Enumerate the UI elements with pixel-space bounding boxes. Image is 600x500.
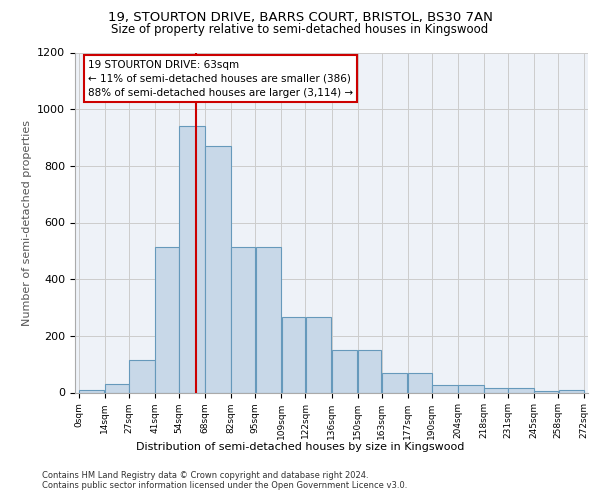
Bar <box>382 372 407 392</box>
Bar <box>129 360 155 392</box>
Bar <box>432 386 458 392</box>
Bar <box>179 126 205 392</box>
Text: 19, STOURTON DRIVE, BARRS COURT, BRISTOL, BS30 7AN: 19, STOURTON DRIVE, BARRS COURT, BRISTOL… <box>107 11 493 24</box>
Bar <box>458 386 484 392</box>
Bar <box>559 390 584 392</box>
Bar <box>232 246 255 392</box>
Bar <box>332 350 357 393</box>
Bar <box>535 391 558 392</box>
Text: Contains public sector information licensed under the Open Government Licence v3: Contains public sector information licen… <box>42 481 407 490</box>
Text: 19 STOURTON DRIVE: 63sqm
← 11% of semi-detached houses are smaller (386)
88% of : 19 STOURTON DRIVE: 63sqm ← 11% of semi-d… <box>88 60 353 98</box>
Bar <box>105 384 128 392</box>
Text: Distribution of semi-detached houses by size in Kingswood: Distribution of semi-detached houses by … <box>136 442 464 452</box>
Bar <box>155 246 179 392</box>
Text: Size of property relative to semi-detached houses in Kingswood: Size of property relative to semi-detach… <box>112 22 488 36</box>
Bar <box>281 318 305 392</box>
Text: Contains HM Land Registry data © Crown copyright and database right 2024.: Contains HM Land Registry data © Crown c… <box>42 471 368 480</box>
Bar <box>484 388 508 392</box>
Bar <box>408 372 431 392</box>
Bar <box>306 318 331 392</box>
Bar <box>205 146 231 392</box>
Y-axis label: Number of semi-detached properties: Number of semi-detached properties <box>22 120 32 326</box>
Bar <box>256 246 281 392</box>
Bar <box>358 350 382 393</box>
Bar <box>79 390 104 392</box>
Bar <box>508 388 534 392</box>
